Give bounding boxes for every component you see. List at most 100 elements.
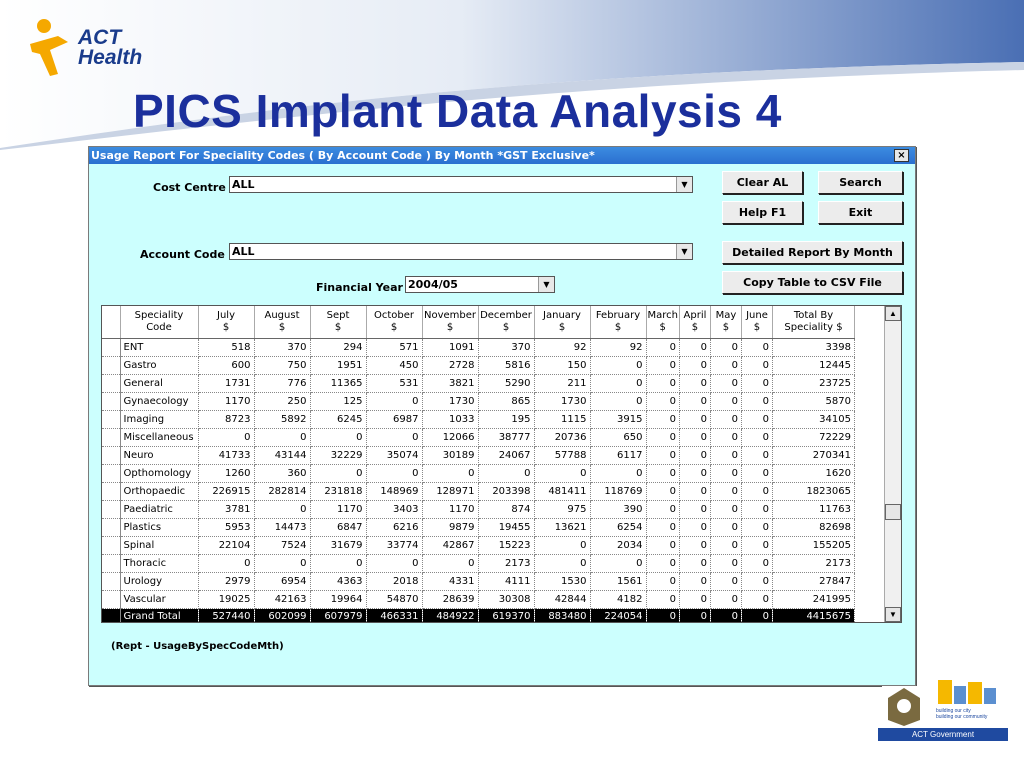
value-cell: 0	[741, 590, 773, 609]
table-row[interactable]: Vascular 19025 42163 19964 54870 28639 30308 42…	[102, 590, 855, 609]
value-cell: 0	[710, 392, 742, 411]
value-cell: 0	[679, 392, 711, 411]
value-cell: 0	[710, 518, 742, 537]
row-selector[interactable]	[102, 374, 121, 393]
row-selector[interactable]	[102, 536, 121, 555]
table-row[interactable]: Gastro 600 750 1951 450 2728 5816 150 0 0 0 0 0 12445	[102, 356, 855, 375]
value-cell: 0	[710, 500, 742, 519]
speciality-cell: Gastro	[120, 356, 199, 375]
gov-tagline-1: building our city	[936, 708, 971, 714]
table-row[interactable]: Thoracic 0 0 0 0 0 2173 0 0 0 0 0 0 2173	[102, 554, 855, 573]
row-selector[interactable]	[102, 482, 121, 501]
table-row[interactable]: Orthopaedic 226915 282814 231818 148969 12897…	[102, 482, 855, 501]
table-row[interactable]: Spinal 22104 7524 31679 33774 42867 15223 0 2034…	[102, 536, 855, 555]
row-selector[interactable]	[102, 518, 121, 537]
chevron-down-icon[interactable]: ▼	[676, 177, 692, 192]
chevron-down-icon[interactable]: ▼	[538, 277, 554, 292]
table-row[interactable]: Imaging 8723 5892 6245 6987 1033 195 1115 3915 0 0…	[102, 410, 855, 429]
table-row[interactable]: Plastics 5953 14473 6847 6216 9879 19455 13621 6…	[102, 518, 855, 537]
scroll-thumb[interactable]	[885, 504, 901, 520]
usage-table: Speciality Code July $ August $ Sept $ October $ N…	[102, 306, 855, 622]
value-cell: 0	[422, 464, 479, 483]
scroll-down-icon[interactable]: ▼	[885, 607, 901, 622]
copy-csv-button[interactable]: Copy Table to CSV File	[722, 271, 903, 294]
detailed-report-button[interactable]: Detailed Report By Month	[722, 241, 903, 264]
row-selector[interactable]	[102, 608, 121, 622]
column-header-title: March	[647, 309, 678, 321]
column-header: May $	[710, 306, 742, 339]
financial-year-select[interactable]: 2004/05 ▼	[405, 276, 555, 293]
logo-text: ACT Health	[78, 27, 142, 68]
value-cell: 1260	[198, 464, 255, 483]
row-selector[interactable]	[102, 338, 121, 357]
row-selector[interactable]	[102, 392, 121, 411]
table-row[interactable]: Miscellaneous 0 0 0 0 12066 38777 20736 650 0 0 0 0 7…	[102, 428, 855, 447]
row-selector[interactable]	[102, 590, 121, 609]
value-cell: 250	[254, 392, 311, 411]
speciality-cell: Plastics	[120, 518, 199, 537]
report-id: (Rept - UsageBySpecCodeMth)	[111, 641, 284, 652]
value-cell: 6847	[310, 518, 367, 537]
row-selector[interactable]	[102, 446, 121, 465]
table-row[interactable]: Opthomology 1260 360 0 0 0 0 0 0 0 0 0 0 1620	[102, 464, 855, 483]
row-selector[interactable]	[102, 410, 121, 429]
value-cell: 27847	[772, 572, 855, 591]
value-cell: 35074	[366, 446, 423, 465]
table-row[interactable]: ENT 518 370 294 571 1091 370 92 92 0 0 0 0 3398	[102, 338, 855, 357]
value-cell: 0	[646, 554, 680, 573]
value-cell: 0	[679, 356, 711, 375]
exit-button[interactable]: Exit	[818, 201, 903, 224]
clear-all-button[interactable]: Clear AL	[722, 171, 803, 194]
value-cell: 2034	[590, 536, 647, 555]
chevron-down-icon[interactable]: ▼	[676, 244, 692, 259]
row-selector[interactable]	[102, 554, 121, 573]
value-cell: 6954	[254, 572, 311, 591]
value-cell: 30189	[422, 446, 479, 465]
row-selector[interactable]	[102, 572, 121, 591]
close-button[interactable]: ×	[894, 149, 909, 162]
value-cell: 0	[590, 464, 647, 483]
value-cell: 0	[646, 410, 680, 429]
grand-total-row[interactable]: Grand Total 527440 602099 607979 466331 48492…	[102, 608, 855, 622]
value-cell: 2173	[478, 554, 535, 573]
column-header-unit: $	[558, 321, 566, 333]
value-cell: 607979	[310, 608, 367, 622]
column-header: March $	[646, 306, 680, 339]
data-grid[interactable]: Speciality Code July $ August $ Sept $ October $ N…	[101, 305, 902, 623]
account-code-select[interactable]: ALL ▼	[229, 243, 693, 260]
row-selector[interactable]	[102, 500, 121, 519]
value-cell: 150	[534, 356, 591, 375]
value-cell: 226915	[198, 482, 255, 501]
vertical-scrollbar[interactable]: ▲ ▼	[884, 306, 901, 622]
value-cell: 0	[710, 482, 742, 501]
table-row[interactable]: Gynaecology 1170 250 125 0 1730 865 1730 0 0 0 0 0 58…	[102, 392, 855, 411]
value-cell: 0	[590, 356, 647, 375]
help-button[interactable]: Help F1	[722, 201, 803, 224]
table-row[interactable]: Neuro 41733 43144 32229 35074 30189 24067 57788…	[102, 446, 855, 465]
cost-centre-select[interactable]: ALL ▼	[229, 176, 693, 193]
account-code-label: Account Code	[140, 248, 225, 261]
search-button[interactable]: Search	[818, 171, 903, 194]
value-cell: 42163	[254, 590, 311, 609]
value-cell: 1091	[422, 338, 479, 357]
table-row[interactable]: Paediatric 3781 0 1170 3403 1170 874 975 390 0 0 0 0…	[102, 500, 855, 519]
value-cell: 54870	[366, 590, 423, 609]
value-cell: 1170	[422, 500, 479, 519]
row-selector[interactable]	[102, 428, 121, 447]
gov-tagline: building our city building our community	[936, 708, 987, 720]
scroll-up-icon[interactable]: ▲	[885, 306, 901, 321]
value-cell: 0	[646, 374, 680, 393]
value-cell: 3781	[198, 500, 255, 519]
value-cell: 0	[710, 590, 742, 609]
column-header: Speciality Code	[120, 306, 199, 339]
value-cell: 1951	[310, 356, 367, 375]
value-cell: 0	[710, 464, 742, 483]
row-selector[interactable]	[102, 356, 121, 375]
value-cell: 57788	[534, 446, 591, 465]
row-selector[interactable]	[102, 464, 121, 483]
speciality-cell: Spinal	[120, 536, 199, 555]
table-row[interactable]: Urology 2979 6954 4363 2018 4331 4111 1530 1561 0…	[102, 572, 855, 591]
value-cell: 6216	[366, 518, 423, 537]
table-row[interactable]: General 1731 776 11365 531 3821 5290 211 0 0 0 0 0 23…	[102, 374, 855, 393]
value-cell: 41733	[198, 446, 255, 465]
